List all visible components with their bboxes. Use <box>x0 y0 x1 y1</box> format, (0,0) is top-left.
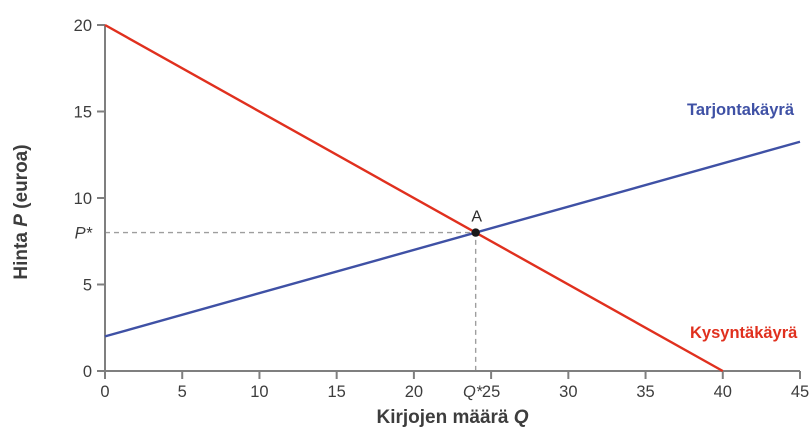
x-tick-label: 20 <box>405 383 423 401</box>
x-tick-label: 40 <box>714 383 732 401</box>
q-star-label: Q* <box>463 383 483 401</box>
x-axis-title-var: Q <box>513 407 529 428</box>
x-tick-label: 45 <box>791 383 809 401</box>
x-tick-label: 30 <box>559 383 577 401</box>
demand-curve-label: Kysyntäkäyrä <box>690 324 798 342</box>
supply-curve-label: Tarjontakäyrä <box>687 101 794 119</box>
y-tick-label: 5 <box>83 277 92 295</box>
equilibrium-guide-lines <box>105 231 477 371</box>
x-tick-label: 10 <box>250 383 268 401</box>
x-tick-label: 25 <box>482 383 500 401</box>
y-axis-title-var: P <box>11 214 32 227</box>
x-tick-label: 5 <box>178 383 187 401</box>
axes-lines <box>104 25 800 372</box>
x-axis-title: Kirjojen määrä Q <box>105 407 800 429</box>
equilibrium-point-label: A <box>471 209 482 226</box>
y-tick-label: 15 <box>74 104 92 122</box>
equilibrium-point <box>471 228 480 237</box>
y-axis-title-post: (euroa) <box>11 144 32 215</box>
x-tick-label: 0 <box>100 383 109 401</box>
x-tick-label: 35 <box>636 383 654 401</box>
p-star-label: P* <box>75 225 93 243</box>
y-tick-label: 10 <box>74 190 92 208</box>
y-axis-title: Hinta P (euroa) <box>11 144 33 279</box>
supply-curve <box>104 140 801 338</box>
y-axis-title-pre: Hinta <box>11 226 32 280</box>
y-tick-label: 0 <box>83 363 92 381</box>
y-tick-label: 20 <box>74 17 92 35</box>
x-tick-label: 15 <box>327 383 345 401</box>
demand-curve <box>104 23 724 373</box>
x-axis-title-pre: Kirjojen määrä <box>376 407 514 428</box>
